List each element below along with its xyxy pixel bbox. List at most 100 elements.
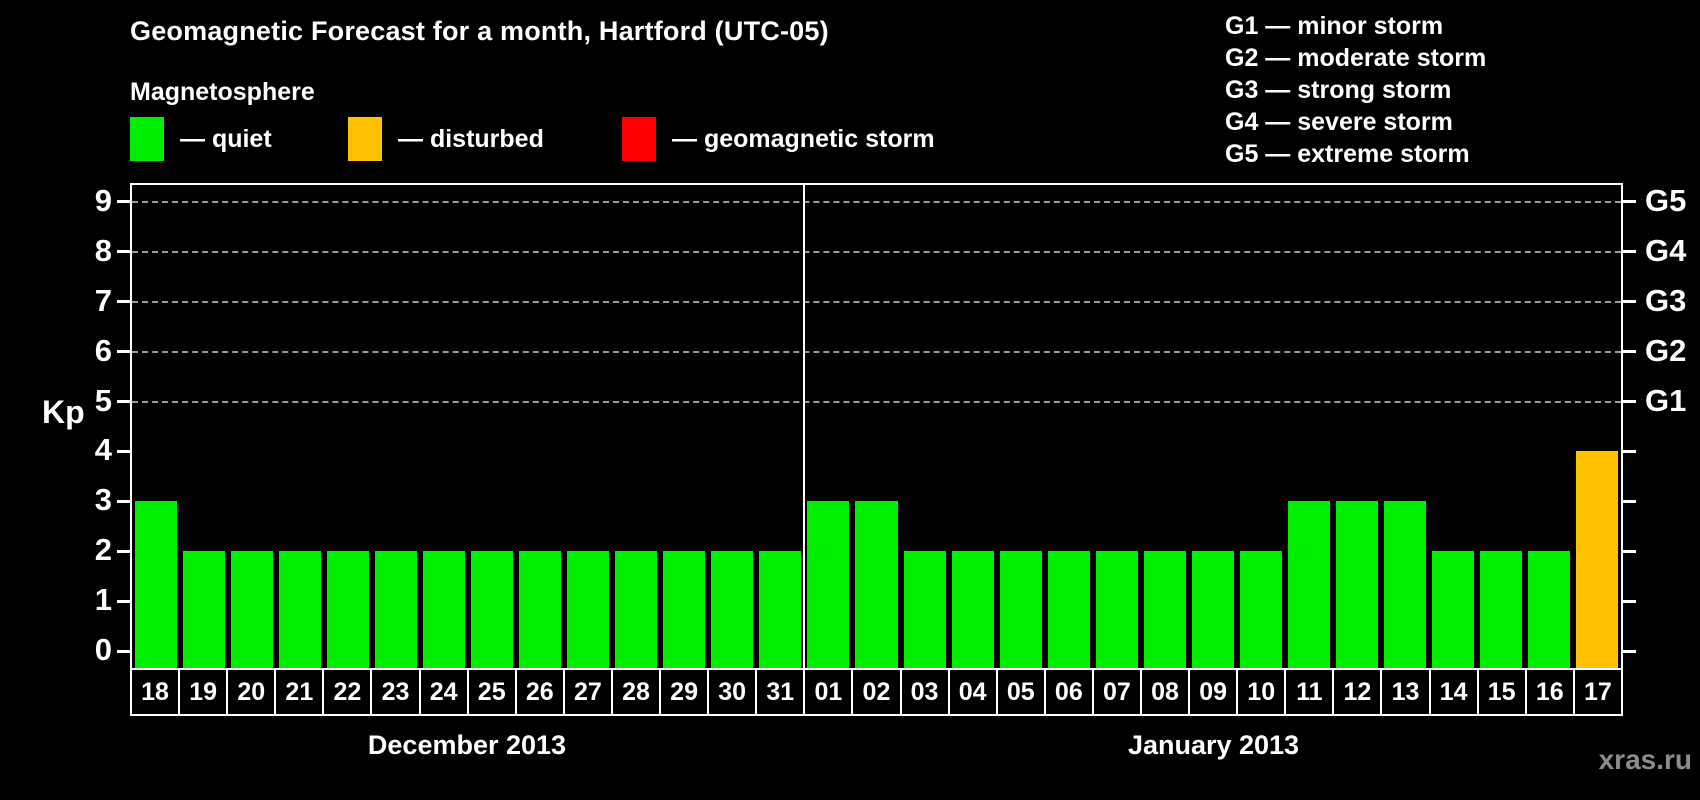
left-tick-kp7 bbox=[117, 300, 130, 304]
kp-bar-day-29 bbox=[663, 551, 706, 668]
storm-swatch bbox=[622, 117, 656, 161]
g5-legend-entry: G5 — extreme storm bbox=[1225, 140, 1470, 168]
gridline-kp8 bbox=[132, 250, 1621, 253]
day-cell-28: 28 bbox=[610, 668, 662, 716]
kp-bar-day-12 bbox=[1335, 501, 1378, 668]
month-separator-line bbox=[803, 185, 806, 668]
kp-tick-label-2: 2 bbox=[94, 532, 112, 568]
day-cell-22: 22 bbox=[322, 668, 373, 716]
xras-watermark: xras.ru bbox=[1598, 744, 1692, 775]
day-cell-27: 27 bbox=[562, 668, 613, 716]
gridline-kp5 bbox=[132, 400, 1621, 403]
legend-item-storm: — geomagnetic storm bbox=[622, 116, 935, 162]
gridline-kp7 bbox=[132, 300, 1621, 303]
right-tick-kp7 bbox=[1623, 300, 1636, 304]
kp-tick-label-8: 8 bbox=[94, 232, 112, 268]
g-scale-legend: G1 — minor storm G2 — moderate storm G3 … bbox=[1225, 10, 1486, 170]
kp-tick-label-5: 5 bbox=[94, 382, 112, 418]
kp-bar-day-18 bbox=[135, 501, 178, 668]
day-cell-15: 15 bbox=[1476, 668, 1527, 716]
g-tick-label-g2: G2 bbox=[1645, 332, 1687, 368]
right-tick-kp4 bbox=[1623, 449, 1636, 453]
kp-bar-day-02 bbox=[855, 501, 898, 668]
day-cell-06: 06 bbox=[1043, 668, 1094, 716]
left-tick-kp1 bbox=[117, 599, 130, 603]
kp-bar-day-03 bbox=[903, 551, 946, 668]
kp-bar-day-13 bbox=[1383, 501, 1426, 668]
kp-tick-label-7: 7 bbox=[94, 282, 112, 318]
day-cell-03: 03 bbox=[899, 668, 950, 716]
day-cell-25: 25 bbox=[466, 668, 517, 716]
kp-bar-day-20 bbox=[231, 551, 274, 668]
kp-tick-label-3: 3 bbox=[94, 482, 112, 518]
legend-item-quiet: — quiet bbox=[130, 116, 272, 162]
day-cell-31: 31 bbox=[755, 668, 806, 716]
right-tick-kp9 bbox=[1623, 200, 1636, 204]
kp-tick-label-6: 6 bbox=[94, 332, 112, 368]
day-cell-30: 30 bbox=[707, 668, 758, 716]
right-tick-kp5 bbox=[1623, 400, 1636, 403]
kp-bar-day-21 bbox=[279, 551, 322, 668]
day-cell-23: 23 bbox=[370, 668, 421, 716]
day-cell-17: 17 bbox=[1572, 668, 1623, 716]
kp-bar-day-08 bbox=[1143, 551, 1186, 668]
kp-bar-day-15 bbox=[1479, 551, 1522, 668]
day-cell-24: 24 bbox=[418, 668, 469, 716]
g-tick-label-g3: G3 bbox=[1645, 282, 1687, 318]
kp-bar-day-06 bbox=[1047, 551, 1090, 668]
day-cell-26: 26 bbox=[514, 668, 565, 716]
magnetosphere-subtitle: Magnetosphere bbox=[130, 78, 315, 106]
kp-bar-day-05 bbox=[999, 551, 1042, 668]
kp-tick-label-9: 9 bbox=[94, 182, 112, 218]
day-cell-18: 18 bbox=[130, 668, 181, 716]
g-tick-label-g1: G1 bbox=[1645, 382, 1687, 418]
kp-bar-day-26 bbox=[519, 551, 562, 668]
day-cell-04: 04 bbox=[947, 668, 998, 716]
day-cell-19: 19 bbox=[178, 668, 229, 716]
kp-bar-day-22 bbox=[327, 551, 370, 668]
kp-bar-day-10 bbox=[1239, 551, 1282, 668]
kp-tick-label-4: 4 bbox=[94, 432, 112, 468]
day-cell-29: 29 bbox=[659, 668, 710, 716]
kp-axis-title: Kp bbox=[42, 394, 85, 430]
kp-bar-day-23 bbox=[375, 551, 418, 668]
left-tick-kp3 bbox=[117, 499, 130, 503]
left-tick-kp9 bbox=[117, 200, 130, 204]
kp-bar-day-04 bbox=[951, 551, 994, 668]
day-cell-12: 12 bbox=[1332, 668, 1383, 716]
day-cell-09: 09 bbox=[1188, 668, 1239, 716]
kp-bar-day-27 bbox=[567, 551, 610, 668]
month-label-december: December 2013 bbox=[367, 730, 567, 760]
day-cell-16: 16 bbox=[1524, 668, 1575, 716]
day-cell-14: 14 bbox=[1428, 668, 1479, 716]
day-cell-20: 20 bbox=[226, 668, 277, 716]
disturbed-label: — disturbed bbox=[398, 124, 544, 153]
left-tick-kp0 bbox=[117, 649, 130, 653]
day-cell-05: 05 bbox=[995, 668, 1046, 716]
storm-label: — geomagnetic storm bbox=[672, 124, 935, 153]
kp-tick-label-0: 0 bbox=[94, 632, 112, 667]
g4-legend-entry: G4 — severe storm bbox=[1225, 108, 1453, 136]
day-cell-07: 07 bbox=[1091, 668, 1142, 716]
kp-bar-day-09 bbox=[1191, 551, 1234, 668]
kp-bar-day-31 bbox=[759, 551, 802, 668]
day-cell-08: 08 bbox=[1139, 668, 1191, 716]
quiet-label: — quiet bbox=[180, 124, 272, 153]
kp-tick-label-1: 1 bbox=[94, 582, 112, 618]
kp-bar-day-17 bbox=[1575, 451, 1618, 668]
gridline-kp6 bbox=[132, 350, 1621, 353]
day-axis-labels: 18 19 20 21 22 23 24 25 26 27 28 29 30 31 01 02 03 04 05 06… bbox=[130, 668, 1623, 716]
kp-bar-day-19 bbox=[183, 551, 226, 668]
right-tick-kp1 bbox=[1623, 599, 1636, 603]
month-label-january: January 2013 bbox=[1127, 730, 1300, 760]
kp-bar-day-25 bbox=[471, 551, 514, 668]
left-tick-kp5 bbox=[117, 400, 130, 403]
right-tick-kp0 bbox=[1623, 649, 1636, 653]
legend-item-disturbed: — disturbed bbox=[348, 116, 544, 162]
left-tick-kp4 bbox=[117, 449, 130, 453]
left-tick-kp2 bbox=[117, 549, 130, 553]
kp-bar-day-28 bbox=[615, 551, 658, 668]
day-cell-10: 10 bbox=[1236, 668, 1287, 716]
g-tick-label-g4: G4 bbox=[1645, 232, 1687, 268]
day-cell-21: 21 bbox=[274, 668, 325, 716]
